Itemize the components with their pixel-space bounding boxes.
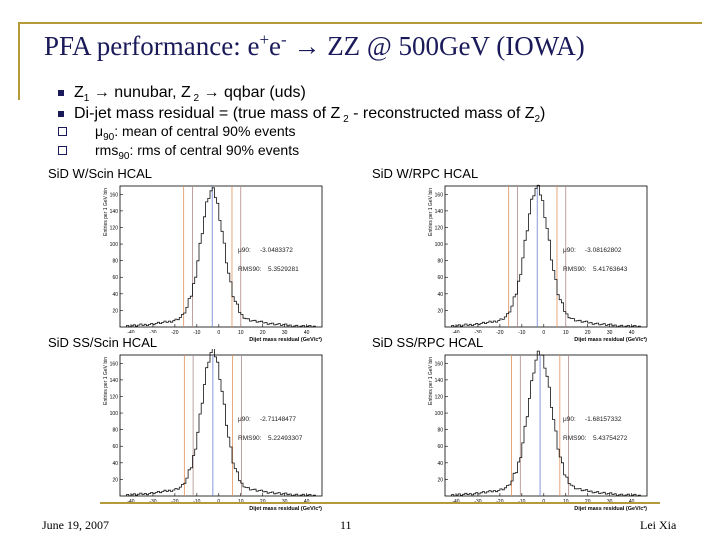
sub-bullet-item: μ90: mean of central 90% events <box>58 122 296 147</box>
square-bullet-icon <box>58 90 64 96</box>
rms90-value: 5.43754272 <box>593 435 628 442</box>
hollow-square-bullet-icon <box>58 127 67 136</box>
y-tick-label: 20 <box>437 477 443 483</box>
x-tick-label: -20 <box>171 330 178 336</box>
y-tick-label: 140 <box>110 378 119 384</box>
x-tick-label: 10 <box>563 330 569 336</box>
mu90-value: -1.68157332 <box>585 416 622 423</box>
y-tick-label: 120 <box>435 225 444 231</box>
y-tick-label: 60 <box>437 275 443 281</box>
y-tick-label: 100 <box>435 411 444 417</box>
rms90-label: RMS90: <box>238 266 262 273</box>
x-axis-label: Dijet mass residual (GeV/c²) <box>574 505 647 511</box>
hollow-square-bullet-icon <box>58 146 67 155</box>
slide-title: PFA performance: e+e- → ZZ @ 500GeV (IOW… <box>44 30 585 61</box>
mu90-label: μ90: <box>238 247 251 254</box>
histogram-ss-scin: 20406080100120140160-40-30-20-1001020304… <box>103 349 323 511</box>
x-tick-label: 20 <box>585 330 591 336</box>
y-tick-label: 60 <box>112 444 118 450</box>
plot-frame <box>119 185 323 328</box>
y-tick-label: 100 <box>110 411 119 417</box>
rms90-value: 5.22493307 <box>268 435 303 442</box>
x-tick-label: 0 <box>542 330 545 336</box>
x-axis-label: Dijet mass residual (GeV/c²) <box>249 505 322 511</box>
y-tick-label: 120 <box>110 394 119 400</box>
x-axis-label: Dijet mass residual (GeV/c²) <box>574 336 647 342</box>
mu90-label: μ90: <box>563 247 576 254</box>
histogram-w-scin: 20406080100120140160-40-30-20-1001020304… <box>103 185 323 342</box>
square-bullet-icon <box>58 111 64 117</box>
y-tick-label: 160 <box>110 361 119 367</box>
histogram-bars <box>126 349 316 497</box>
y-tick-label: 60 <box>112 275 118 281</box>
y-tick-label: 40 <box>112 461 118 467</box>
x-tick-label: 0 <box>217 330 220 336</box>
page-number: 11 <box>340 518 352 532</box>
y-tick-label: 80 <box>112 428 118 434</box>
x-tick-label: -10 <box>518 330 525 336</box>
plot-label-ss-rpc: SiD SS/RPC HCAL <box>368 333 488 352</box>
y-tick-label: 80 <box>437 259 443 265</box>
x-tick-label: -10 <box>193 330 200 336</box>
x-tick-label: 10 <box>238 330 244 336</box>
x-tick-label: 30 <box>607 330 613 336</box>
x-axis-label: Dijet mass residual (GeV/c²) <box>249 336 322 342</box>
x-tick-label: 30 <box>282 330 288 336</box>
mu90-value: -3.08162802 <box>585 247 622 254</box>
rms90-label: RMS90: <box>563 435 587 442</box>
x-tick-label: 40 <box>629 330 635 336</box>
y-tick-label: 20 <box>112 308 118 314</box>
y-tick-label: 80 <box>437 428 443 434</box>
rms90-label: RMS90: <box>238 435 262 442</box>
histogram-bars <box>451 350 641 497</box>
footer-author: Lei Xia <box>640 518 677 532</box>
y-tick-label: 100 <box>435 242 444 248</box>
footer-date: June 19, 2007 <box>42 518 109 532</box>
x-tick-label: -20 <box>496 330 503 336</box>
y-tick-label: 120 <box>110 225 119 231</box>
frame-vertical-line <box>18 22 20 100</box>
mu90-label: μ90: <box>238 416 251 423</box>
y-axis-label: Entries per 1 GeV bin <box>428 188 434 236</box>
y-tick-label: 60 <box>437 444 443 450</box>
footer-divider <box>100 502 660 504</box>
histogram-bars <box>451 184 641 328</box>
y-tick-label: 20 <box>112 477 118 483</box>
histogram-bars <box>126 187 316 328</box>
rms90-value: 5.41763643 <box>593 266 628 273</box>
y-tick-label: 40 <box>112 292 118 298</box>
y-axis-label: Entries per 1 GeV bin <box>428 357 434 405</box>
x-tick-label: 40 <box>304 330 310 336</box>
frame-horizontal-line <box>18 22 702 24</box>
y-tick-label: 160 <box>435 192 444 198</box>
y-tick-label: 140 <box>435 209 444 215</box>
y-tick-label: 40 <box>437 461 443 467</box>
plot-label-ss-scin: SiD SS/Scin HCAL <box>44 333 162 352</box>
x-tick-label: 20 <box>260 330 266 336</box>
y-tick-label: 100 <box>110 242 119 248</box>
mu90-label: μ90: <box>563 416 576 423</box>
mu90-value: -3.0483372 <box>260 247 293 254</box>
plot-label-w-scin: SiD W/Scin HCAL <box>44 164 157 183</box>
rms90-label: RMS90: <box>563 266 587 273</box>
y-tick-label: 40 <box>437 292 443 298</box>
histogram-w-rpc: 20406080100120140160-40-30-20-1001020304… <box>428 184 648 342</box>
sub-bullet-item: rms90: rms of central 90% events <box>58 141 299 166</box>
y-tick-label: 80 <box>112 259 118 265</box>
y-tick-label: 160 <box>435 361 444 367</box>
plot-frame <box>444 354 648 497</box>
plot-frame <box>119 354 323 497</box>
y-tick-label: 160 <box>110 192 119 198</box>
plot-label-w-rpc: SiD W/RPC HCAL <box>368 164 483 183</box>
y-axis-label: Entries per 1 GeV bin <box>103 357 109 405</box>
mu90-value: -2.71148477 <box>260 416 296 423</box>
y-axis-label: Entries per 1 GeV bin <box>103 188 109 236</box>
y-tick-label: 140 <box>435 378 444 384</box>
histogram-ss-rpc: 20406080100120140160-40-30-20-1001020304… <box>428 350 648 511</box>
y-tick-label: 120 <box>435 394 444 400</box>
rms90-value: 5.3529281 <box>268 266 299 273</box>
plot-frame <box>444 185 648 328</box>
y-tick-label: 20 <box>437 308 443 314</box>
y-tick-label: 140 <box>110 209 119 215</box>
